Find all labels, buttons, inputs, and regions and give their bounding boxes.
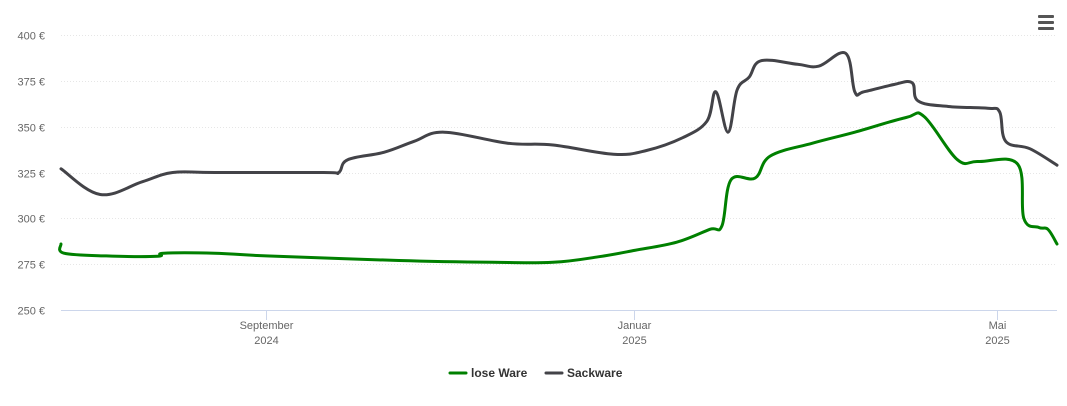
- y-tick-label: 275 €: [17, 260, 45, 272]
- grid-lines: [61, 35, 1057, 265]
- x-tick-month: September: [240, 320, 294, 332]
- x-tick-month: Mai: [989, 320, 1007, 332]
- legend-item-sackware[interactable]: Sackware: [544, 366, 623, 380]
- menu-icon-bar-1: [1038, 15, 1054, 18]
- x-tick-year: 2024: [254, 335, 278, 347]
- y-axis-ticks: 400 € 375 € 350 € 325 € 300 € 275 € 250 €: [17, 31, 45, 318]
- menu-icon-bar-3: [1038, 27, 1054, 30]
- y-tick-label: 375 €: [17, 77, 45, 89]
- legend-label: Sackware: [567, 366, 623, 380]
- series-layer: [58, 50, 1059, 265]
- x-axis-ticks: September 2024 Januar 2025 Mai 2025: [240, 310, 1010, 347]
- menu-icon[interactable]: [1034, 12, 1058, 34]
- y-tick-label: 350 €: [17, 123, 45, 135]
- x-tick-year: 2025: [622, 335, 646, 347]
- legend-item-lose-ware[interactable]: lose Ware: [448, 366, 528, 380]
- x-tick-year: 2025: [985, 335, 1009, 347]
- series-line-sackware: [59, 50, 1059, 197]
- menu-icon-bar-2: [1038, 21, 1054, 24]
- legend-label: lose Ware: [471, 366, 528, 380]
- y-tick-label: 325 €: [17, 169, 45, 181]
- legend: lose Ware Sackware: [448, 366, 623, 380]
- y-tick-label: 400 €: [17, 31, 45, 43]
- y-tick-label: 250 €: [17, 306, 45, 318]
- series-line-lose-ware: [58, 111, 1059, 265]
- y-tick-label: 300 €: [17, 214, 45, 226]
- x-tick-month: Januar: [618, 320, 652, 332]
